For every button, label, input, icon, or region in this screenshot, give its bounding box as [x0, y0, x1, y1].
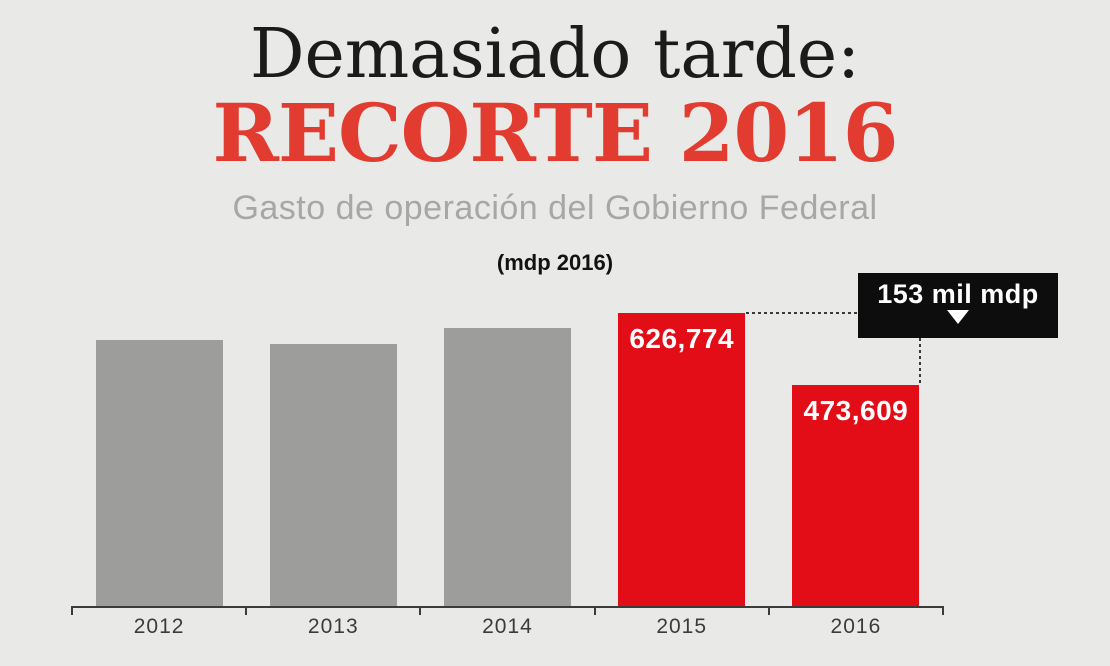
bar-value-label-2015: 626,774 [629, 323, 735, 354]
unit-note: (mdp 2016) [496, 250, 614, 275]
arrow-down-icon [947, 310, 969, 324]
bar-2016: 473,609 [792, 385, 920, 606]
x-axis-label-2014: 2014 [482, 615, 533, 638]
x-axis-tick [767, 606, 770, 615]
x-axis-line [71, 606, 944, 608]
x-axis-label-2012: 2012 [133, 615, 185, 638]
bar-2012 [95, 340, 223, 606]
bar-value-label-2016: 473,609 [803, 395, 909, 426]
annotation-connector-vertical [919, 338, 921, 385]
annotation-connector-horizontal [746, 312, 858, 314]
x-axis-tick [593, 606, 596, 615]
chart-subtitle: Gasto de operación del Gobierno Federal [232, 189, 878, 227]
bar-2013 [269, 344, 397, 606]
x-axis-tick [71, 606, 73, 615]
x-axis-tick [942, 606, 944, 615]
title-line1: Demasiado tarde: [249, 15, 861, 94]
x-axis-label-2015: 2015 [656, 615, 708, 638]
x-axis-tick [245, 606, 248, 615]
bar-2015: 626,774 [618, 313, 746, 606]
annotation-label: 153 mil mdp [877, 279, 1039, 309]
bar-2014 [444, 328, 571, 606]
x-axis-label-2016: 2016 [830, 615, 882, 638]
title-line2: RECORTE 2016 [212, 86, 899, 180]
x-axis-tick [419, 606, 422, 615]
annotation-callout: 153 mil mdp [858, 273, 1058, 338]
x-axis-label-2013: 2013 [307, 615, 359, 638]
bar-chart: 2012 2013 2014 626,774 2015 473,609 2016 [71, 0, 944, 638]
